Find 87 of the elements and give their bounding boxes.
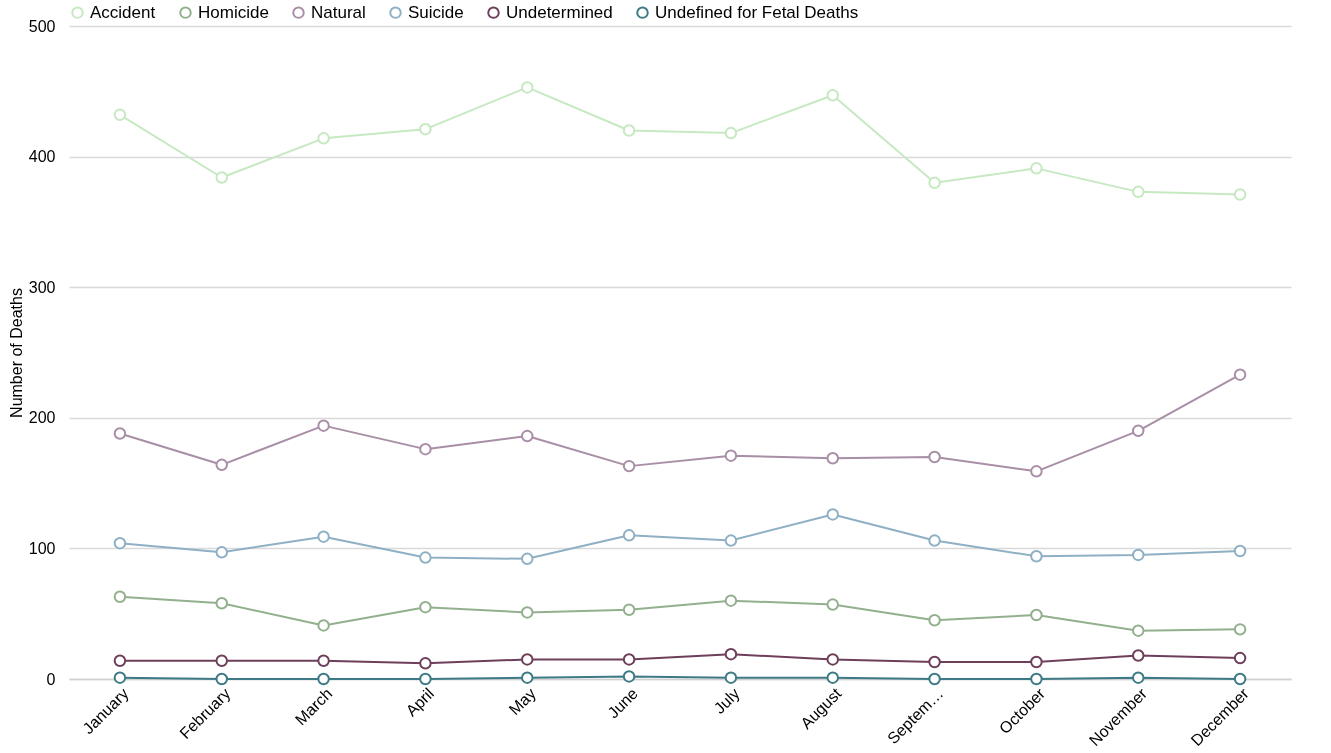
y-tick-label: 0 [46, 670, 56, 688]
legend-label: Accident [90, 2, 156, 22]
point [113, 671, 127, 684]
point [826, 671, 839, 684]
point [419, 672, 432, 686]
point [928, 614, 941, 627]
point [1030, 550, 1043, 563]
point [317, 654, 330, 667]
point [521, 606, 534, 619]
point [928, 655, 941, 669]
legend-label: Undefined for Fetal Deaths [655, 2, 859, 22]
x-tick-label: May [505, 684, 540, 719]
point [622, 670, 636, 683]
point [113, 427, 127, 440]
y-tick-label: 100 [28, 539, 56, 557]
point [113, 536, 127, 550]
point [928, 672, 941, 686]
point [215, 171, 228, 184]
point [622, 459, 636, 473]
x-tick-label: July [710, 684, 743, 717]
legend-label: Undetermined [506, 2, 613, 22]
point [521, 653, 534, 666]
point [724, 126, 738, 140]
point [1132, 548, 1145, 562]
point [419, 600, 432, 614]
point [113, 654, 127, 667]
point [622, 529, 636, 542]
point [724, 647, 738, 661]
legend-label: Natural [311, 2, 366, 22]
point [1132, 671, 1145, 684]
point [1233, 623, 1247, 636]
point [622, 603, 636, 617]
point [317, 672, 330, 686]
point [419, 551, 432, 564]
point [724, 671, 738, 684]
point [521, 671, 534, 684]
point [1030, 465, 1043, 478]
point [419, 122, 432, 136]
point [521, 552, 534, 566]
point [826, 598, 839, 611]
point [724, 594, 738, 607]
y-tick-label: 200 [28, 409, 56, 427]
point [1030, 655, 1043, 669]
point [1233, 544, 1247, 558]
point [317, 530, 330, 543]
point [1030, 608, 1043, 622]
point [928, 534, 941, 547]
point [1132, 185, 1145, 199]
point [317, 419, 330, 432]
point [1233, 368, 1247, 381]
point [826, 88, 839, 102]
point [826, 452, 839, 465]
point [826, 653, 839, 666]
point [724, 449, 738, 462]
point [928, 176, 941, 189]
y-axis-title: Number of Deaths [7, 288, 25, 418]
y-tick-label: 500 [28, 17, 56, 35]
point [1030, 672, 1043, 686]
point [724, 534, 738, 547]
point [1132, 649, 1145, 662]
point [1233, 651, 1247, 665]
y-tick-label: 400 [28, 148, 56, 166]
point [1233, 672, 1247, 686]
point [1132, 424, 1145, 438]
point [215, 458, 228, 472]
legend-label: Homicide [198, 2, 269, 22]
point [113, 590, 127, 603]
point [215, 597, 228, 610]
point [1233, 188, 1247, 201]
point [622, 124, 636, 137]
legend-label: Suicide [408, 2, 464, 22]
point [622, 653, 636, 666]
point [215, 672, 228, 686]
point [317, 619, 330, 632]
point [521, 429, 534, 443]
point [928, 450, 941, 464]
point [826, 508, 839, 521]
point [419, 442, 432, 456]
y-tick-label: 300 [28, 278, 56, 296]
point [215, 546, 228, 559]
point [1132, 624, 1145, 637]
point [521, 81, 534, 94]
point [113, 108, 127, 122]
point [317, 132, 330, 145]
point [1030, 162, 1043, 175]
point [419, 657, 432, 670]
point [215, 654, 228, 667]
